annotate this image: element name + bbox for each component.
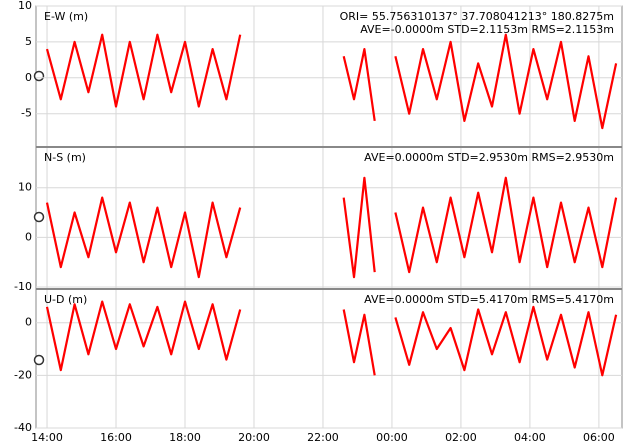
- y-tick-label: -20: [14, 368, 32, 381]
- data-line: [45, 196, 242, 279]
- data-line: [394, 305, 618, 377]
- y-tick-label: -5: [21, 107, 32, 120]
- stats-annotation: AVE=0.0000m STD=5.4170m RMS=5.4170m: [364, 293, 614, 306]
- x-tick-label: 04:00: [514, 431, 546, 444]
- data-line: [394, 33, 618, 130]
- x-tick-label: 16:00: [100, 431, 132, 444]
- y-tick-label: 10: [18, 0, 32, 12]
- y-tick-label: -40: [14, 421, 32, 434]
- y-tick-label: 0: [25, 230, 32, 243]
- x-tick-label: 02:00: [445, 431, 477, 444]
- y-tick-label: 0: [25, 316, 32, 329]
- panel-title: E-W (m): [44, 10, 88, 23]
- stats-annotation: AVE=-0.0000m STD=2.1153m RMS=2.1153m: [360, 23, 614, 36]
- x-tick-label: 18:00: [169, 431, 201, 444]
- data-line: [342, 176, 376, 279]
- x-tick-label: 20:00: [238, 431, 270, 444]
- marker-handle[interactable]: [33, 211, 45, 223]
- y-tick-label: 0: [25, 71, 32, 84]
- y-tick-label: -10: [14, 280, 32, 293]
- stats-annotation: ORI= 55.756310137° 37.708041213° 180.827…: [340, 10, 614, 23]
- data-line: [45, 33, 242, 108]
- data-line: [45, 300, 242, 372]
- y-tick-label: 10: [18, 181, 32, 194]
- data-line: [394, 176, 618, 274]
- x-tick-label: 22:00: [307, 431, 339, 444]
- marker-handle[interactable]: [33, 70, 45, 82]
- data-line: [342, 48, 376, 122]
- x-tick-label: 14:00: [31, 431, 63, 444]
- y-tick-label: 5: [25, 35, 32, 48]
- data-line: [342, 309, 376, 376]
- panel-title: U-D (m): [44, 293, 87, 306]
- marker-handle[interactable]: [33, 354, 45, 366]
- x-tick-label: 00:00: [376, 431, 408, 444]
- x-tick-label: 06:00: [583, 431, 615, 444]
- panel-title: N-S (m): [44, 151, 86, 164]
- stats-annotation: AVE=0.0000m STD=2.9530m RMS=2.9530m: [364, 151, 614, 164]
